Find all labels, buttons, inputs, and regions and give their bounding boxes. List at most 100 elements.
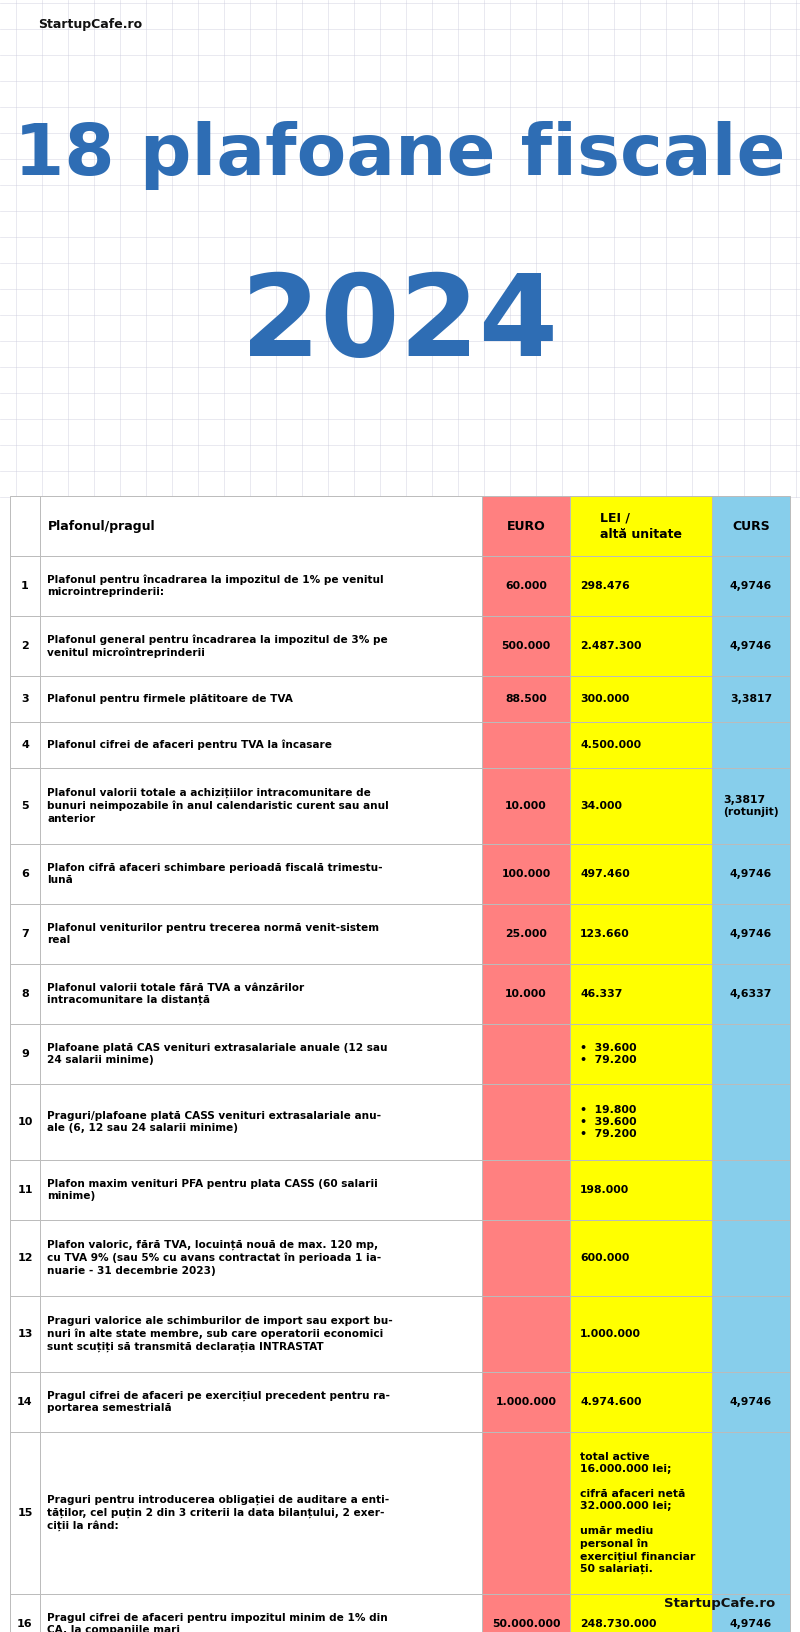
FancyBboxPatch shape	[10, 615, 40, 676]
Text: 2024: 2024	[242, 269, 558, 380]
Text: Praguri/plafoane plată CASS venituri extrasalariale anu-
ale (6, 12 sau 24 salar: Praguri/plafoane plată CASS venituri ext…	[47, 1111, 381, 1133]
FancyBboxPatch shape	[482, 965, 570, 1023]
Text: Plafon valoric, fără TVA, locuință nouă de max. 120 mp,
cu TVA 9% (sau 5% cu ava: Plafon valoric, fără TVA, locuință nouă …	[47, 1240, 382, 1276]
FancyBboxPatch shape	[570, 496, 712, 557]
FancyBboxPatch shape	[570, 1373, 712, 1431]
Text: 9: 9	[21, 1049, 29, 1059]
Text: Plafonul valorii totale fără TVA a vânzărilor
intracomunitare la distanță: Plafonul valorii totale fără TVA a vânză…	[47, 982, 304, 1005]
Text: 5: 5	[21, 801, 29, 811]
Text: 4: 4	[21, 739, 29, 751]
FancyBboxPatch shape	[712, 904, 790, 965]
Text: LEI /
altă unitate: LEI / altă unitate	[600, 511, 682, 540]
FancyBboxPatch shape	[712, 1594, 790, 1632]
Text: 34.000: 34.000	[580, 801, 622, 811]
Text: 16: 16	[17, 1619, 33, 1629]
Text: 46.337: 46.337	[580, 989, 622, 999]
FancyBboxPatch shape	[10, 904, 40, 965]
FancyBboxPatch shape	[40, 904, 482, 965]
Text: 4,9746: 4,9746	[730, 929, 772, 938]
Text: Plafoane plată CAS venituri extrasalariale anuale (12 sau
24 salarii minime): Plafoane plată CAS venituri extrasalaria…	[47, 1043, 387, 1066]
FancyBboxPatch shape	[40, 1594, 482, 1632]
Text: 3,3817
(rotunjit): 3,3817 (rotunjit)	[723, 795, 779, 818]
Text: 4,9746: 4,9746	[730, 641, 772, 651]
FancyBboxPatch shape	[482, 496, 570, 557]
Text: 13: 13	[18, 1328, 33, 1338]
FancyBboxPatch shape	[482, 844, 570, 904]
FancyBboxPatch shape	[712, 1373, 790, 1431]
FancyBboxPatch shape	[10, 1221, 40, 1296]
Text: Plafon maxim venituri PFA pentru plata CASS (60 salarii
minime): Plafon maxim venituri PFA pentru plata C…	[47, 1178, 378, 1201]
FancyBboxPatch shape	[482, 1023, 570, 1084]
FancyBboxPatch shape	[482, 1431, 570, 1594]
FancyBboxPatch shape	[712, 769, 790, 844]
Text: Praguri valorice ale schimburilor de import sau export bu-
nuri în alte state me: Praguri valorice ale schimburilor de imp…	[47, 1315, 393, 1351]
FancyBboxPatch shape	[712, 496, 790, 557]
FancyBboxPatch shape	[482, 1160, 570, 1221]
FancyBboxPatch shape	[40, 1160, 482, 1221]
FancyBboxPatch shape	[712, 1084, 790, 1160]
Text: 8: 8	[21, 989, 29, 999]
FancyBboxPatch shape	[10, 1084, 40, 1160]
FancyBboxPatch shape	[40, 965, 482, 1023]
Text: 15: 15	[18, 1508, 33, 1518]
FancyBboxPatch shape	[10, 844, 40, 904]
Text: 497.460: 497.460	[580, 868, 630, 880]
Text: Plafonul general pentru încadrarea la impozitul de 3% pe
venitul microîntreprind: Plafonul general pentru încadrarea la im…	[47, 635, 388, 658]
Text: Plafonul pentru încadrarea la impozitul de 1% pe venitul
microintreprinderii:: Plafonul pentru încadrarea la impozitul …	[47, 574, 384, 597]
FancyBboxPatch shape	[40, 1221, 482, 1296]
FancyBboxPatch shape	[482, 721, 570, 769]
FancyBboxPatch shape	[40, 844, 482, 904]
Text: 1: 1	[21, 581, 29, 591]
FancyBboxPatch shape	[570, 1221, 712, 1296]
Text: Plafon cifră afaceri schimbare perioadă fiscală trimestu-
lună: Plafon cifră afaceri schimbare perioadă …	[47, 863, 382, 885]
FancyBboxPatch shape	[40, 1296, 482, 1373]
FancyBboxPatch shape	[40, 557, 482, 615]
Text: Pragul cifrei de afaceri pentru impozitul minim de 1% din
CA, la companiile mari: Pragul cifrei de afaceri pentru impozitu…	[47, 1612, 388, 1632]
FancyBboxPatch shape	[482, 557, 570, 615]
FancyBboxPatch shape	[712, 676, 790, 721]
FancyBboxPatch shape	[570, 965, 712, 1023]
Text: Plafonul cifrei de afaceri pentru TVA la încasare: Plafonul cifrei de afaceri pentru TVA la…	[47, 739, 332, 751]
FancyBboxPatch shape	[482, 676, 570, 721]
FancyBboxPatch shape	[570, 904, 712, 965]
Text: •  39.600
•  79.200: • 39.600 • 79.200	[580, 1043, 637, 1066]
FancyBboxPatch shape	[570, 1431, 712, 1594]
FancyBboxPatch shape	[712, 1221, 790, 1296]
FancyBboxPatch shape	[40, 1023, 482, 1084]
FancyBboxPatch shape	[10, 965, 40, 1023]
Text: 300.000: 300.000	[580, 694, 630, 703]
FancyBboxPatch shape	[10, 1373, 40, 1431]
FancyBboxPatch shape	[482, 769, 570, 844]
FancyBboxPatch shape	[712, 557, 790, 615]
Text: 3,3817: 3,3817	[730, 694, 772, 703]
Text: total active
16.000.000 lei;

cifră afaceri netă
32.000.000 lei;

umăr mediu
per: total active 16.000.000 lei; cifră aface…	[580, 1451, 695, 1575]
FancyBboxPatch shape	[40, 1084, 482, 1160]
FancyBboxPatch shape	[712, 1431, 790, 1594]
FancyBboxPatch shape	[482, 1296, 570, 1373]
Text: 4,9746: 4,9746	[730, 1619, 772, 1629]
FancyBboxPatch shape	[570, 721, 712, 769]
Text: CURS: CURS	[732, 519, 770, 532]
FancyBboxPatch shape	[570, 1296, 712, 1373]
Text: 4,9746: 4,9746	[730, 1397, 772, 1407]
Text: 88.500: 88.500	[505, 694, 547, 703]
FancyBboxPatch shape	[10, 496, 40, 557]
FancyBboxPatch shape	[570, 1084, 712, 1160]
Text: 25.000: 25.000	[505, 929, 547, 938]
FancyBboxPatch shape	[712, 965, 790, 1023]
FancyBboxPatch shape	[482, 1221, 570, 1296]
FancyBboxPatch shape	[570, 769, 712, 844]
FancyBboxPatch shape	[40, 676, 482, 721]
FancyBboxPatch shape	[10, 721, 40, 769]
Text: 248.730.000: 248.730.000	[580, 1619, 657, 1629]
FancyBboxPatch shape	[40, 1431, 482, 1594]
FancyBboxPatch shape	[712, 721, 790, 769]
Text: 50.000.000: 50.000.000	[492, 1619, 560, 1629]
Text: 4,9746: 4,9746	[730, 581, 772, 591]
Text: 18 plafoane fiscale: 18 plafoane fiscale	[14, 121, 786, 189]
Text: Praguri pentru introducerea obligației de auditare a enti-
tăților, cel puțin 2 : Praguri pentru introducerea obligației d…	[47, 1495, 390, 1531]
FancyBboxPatch shape	[712, 1160, 790, 1221]
FancyBboxPatch shape	[10, 769, 40, 844]
Text: 1.000.000: 1.000.000	[580, 1328, 641, 1338]
FancyBboxPatch shape	[10, 676, 40, 721]
